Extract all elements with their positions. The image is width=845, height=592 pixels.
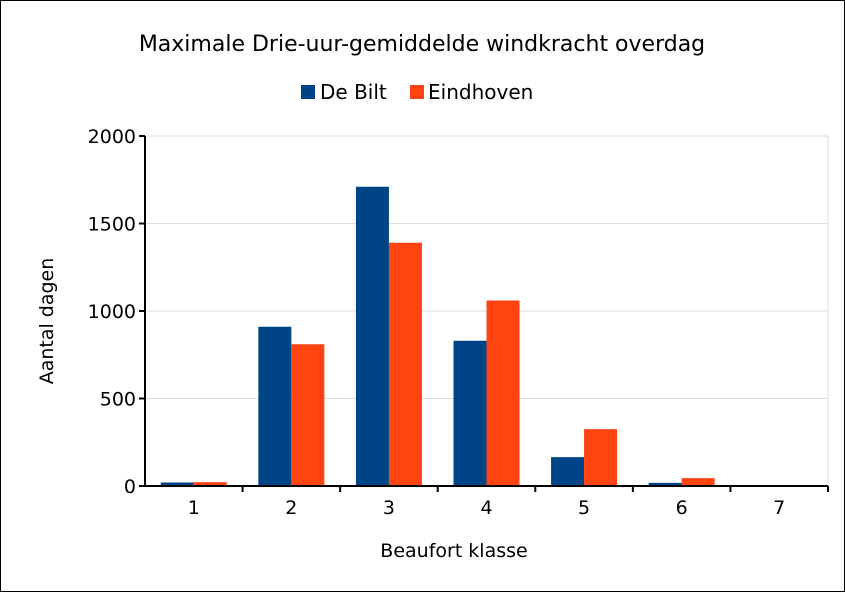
- x-ticks: 1 2 3 4 5 6 7: [188, 486, 829, 519]
- bar-de-bilt-5: [551, 457, 585, 486]
- y-ticks: 0 500 1000 1500 2000: [88, 126, 145, 498]
- bar-de-bilt-2: [258, 326, 292, 486]
- x-tick-label: 3: [383, 497, 395, 519]
- bar-de-bilt-6: [648, 482, 682, 486]
- x-tick-label: 1: [188, 497, 200, 519]
- y-tick-label: 500: [100, 389, 136, 411]
- x-tick-label: 4: [480, 497, 492, 519]
- bar-de-bilt-4: [453, 340, 487, 486]
- legend: De Bilt Eindhoven: [301, 80, 533, 104]
- legend-swatch-de-bilt: [301, 85, 315, 99]
- y-tick-label: 1000: [88, 301, 136, 323]
- x-tick-label: 5: [578, 497, 590, 519]
- y-tick-label: 0: [124, 476, 136, 498]
- bar-de-bilt-3: [355, 186, 389, 486]
- y-tick-label: 2000: [88, 126, 136, 148]
- bar-eindhoven-6: [681, 478, 715, 486]
- chart-title: Maximale Drie-uur-gemiddelde windkracht …: [139, 32, 705, 57]
- bar-eindhoven-5: [584, 429, 618, 486]
- y-tick-label: 1500: [88, 214, 136, 236]
- legend-label-eindhoven: Eindhoven: [428, 80, 533, 104]
- x-tick-label: 2: [285, 497, 297, 519]
- bars: [160, 186, 813, 486]
- bar-eindhoven-3: [388, 242, 422, 486]
- x-tick-label: 6: [676, 497, 688, 519]
- legend-label-de-bilt: De Bilt: [320, 80, 387, 104]
- x-axis-label: Beaufort klasse: [380, 540, 527, 562]
- x-tick-label: 7: [773, 497, 785, 519]
- plot-area: 0 500 1000 1500 2000 1 2 3 4 5 6 7: [88, 126, 829, 519]
- legend-swatch-eindhoven: [410, 85, 424, 99]
- bar-eindhoven-2: [291, 344, 325, 486]
- y-axis-label: Aantal dagen: [36, 258, 58, 385]
- bar-de-bilt-1: [160, 482, 194, 486]
- bar-eindhoven-4: [486, 300, 520, 486]
- bar-eindhoven-1: [193, 482, 227, 486]
